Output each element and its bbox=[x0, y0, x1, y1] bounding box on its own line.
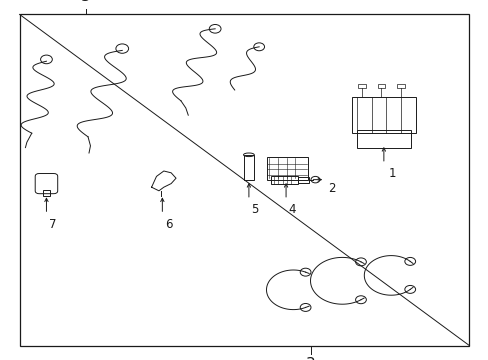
Bar bbox=[243, 155, 254, 180]
Bar bbox=[271, 176, 298, 184]
Text: 3: 3 bbox=[81, 0, 90, 4]
Bar bbox=[351, 97, 415, 133]
Bar bbox=[42, 190, 50, 196]
Text: 5: 5 bbox=[251, 203, 258, 216]
Bar bbox=[377, 84, 385, 88]
Text: 7: 7 bbox=[49, 218, 56, 231]
Bar bbox=[357, 84, 365, 88]
Bar bbox=[266, 157, 307, 180]
Text: 3: 3 bbox=[305, 357, 315, 360]
Bar bbox=[298, 177, 308, 183]
Text: 1: 1 bbox=[388, 167, 395, 180]
Text: 4: 4 bbox=[288, 203, 295, 216]
Bar bbox=[396, 84, 404, 88]
Text: 6: 6 bbox=[164, 218, 172, 231]
Text: 2: 2 bbox=[327, 182, 334, 195]
Bar bbox=[356, 130, 410, 148]
